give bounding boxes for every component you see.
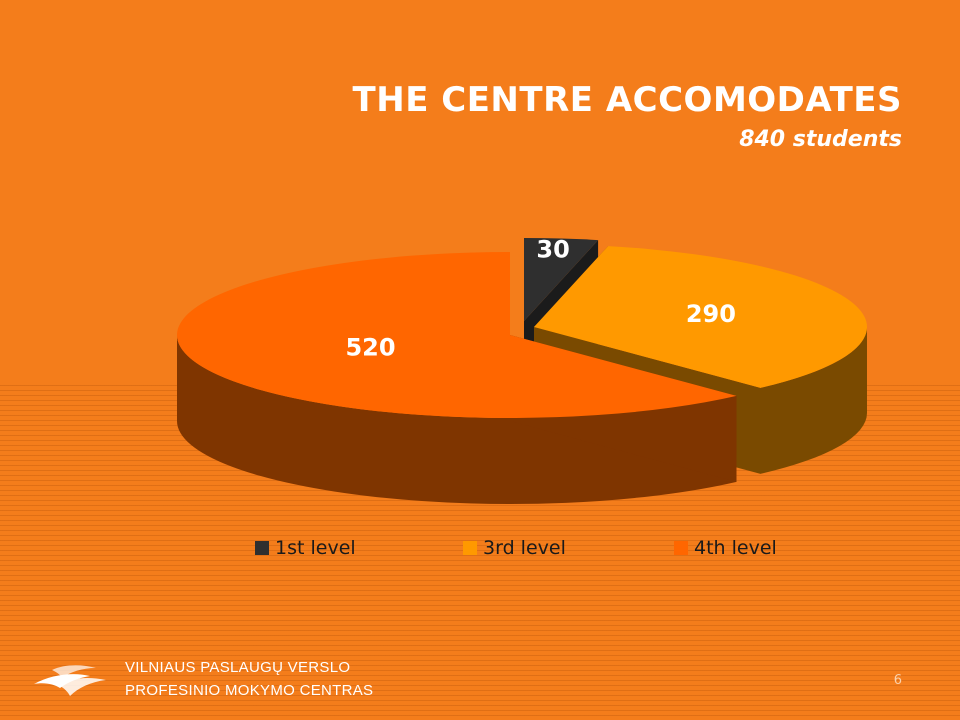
legend-swatch [674,541,688,555]
footer-line-2: PROFESINIO MOKYMO CENTRAS [125,682,374,699]
legend-item-4th-level: 4th level [674,537,777,559]
pie-slice-1st-level [524,238,599,321]
data-label: 520 [345,334,395,362]
data-label: 30 [536,236,569,264]
pie-labels: 30 290 520 [345,236,736,362]
pie-slice-side [177,335,737,504]
legend-label: 1st level [275,537,356,559]
pie-slice-3rd-level [534,246,867,388]
pie-slice-side [760,327,867,474]
legend-label: 4th level [694,537,777,559]
chart-legend: 1st level 3rd level 4th level [0,537,960,561]
slide-title: THE CENTRE ACCOMODATES [352,80,902,120]
data-label: 290 [686,300,736,328]
legend-item-3rd-level: 3rd level [463,537,566,559]
footer-line-1: VILNIAUS PASLAUGŲ VERSLO [125,659,351,676]
bird-logo-icon [34,665,106,696]
pie-tops [176,238,867,418]
legend-label: 3rd level [483,537,566,559]
legend-item-1st-level: 1st level [255,537,356,559]
slide-subtitle: 840 students [739,127,902,152]
legend-swatch [255,541,269,555]
page-number: 6 [893,673,902,688]
legend-swatch [463,541,477,555]
pie-slice-4th-level [176,252,737,418]
